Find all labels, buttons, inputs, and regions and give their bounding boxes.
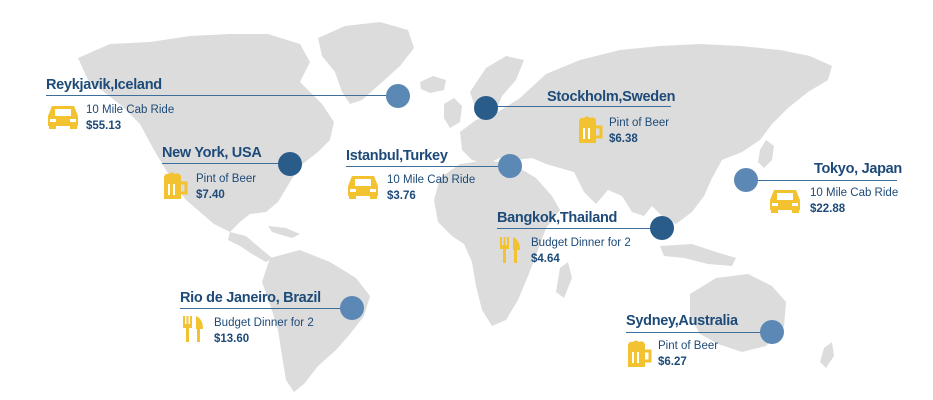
item-label-istanbul: 10 Mile Cab Ride [387,174,476,186]
car-icon [48,106,78,129]
leader-line-bangkok [497,228,661,229]
leader-line-tokyo [746,180,897,181]
landmass-north-america [78,34,334,232]
price-bangkok: $4.64 [531,253,560,265]
city-label-rio: Rio de Janeiro, Brazil [180,290,321,306]
car-icon [770,190,800,213]
price-new-york: $7.40 [196,189,225,201]
landmass-eurasia [460,44,832,224]
city-label-sydney: Sydney,Australia [626,313,738,329]
item-label-bangkok: Budget Dinner for 2 [531,237,631,249]
leader-line-reykjavik [46,95,398,96]
car-icon [348,176,378,199]
item-label-rio: Budget Dinner for 2 [214,317,314,329]
map-marker-reykjavik[interactable] [386,84,410,108]
landmass-japan [758,140,774,168]
map-marker-stockholm[interactable] [474,96,498,120]
city-label-reykjavik: Reykjavik,Iceland [46,77,162,93]
landmass-central-america [228,232,272,262]
price-tokyo: $22.88 [810,203,846,215]
city-label-stockholm: Stockholm,Sweden [547,89,676,105]
map-marker-rio[interactable] [340,296,364,320]
beer-icon [164,172,188,199]
price-reykjavik: $55.13 [86,120,122,132]
leader-line-rio [180,308,352,309]
leader-line-istanbul [346,166,510,167]
beer-icon [628,340,652,367]
price-stockholm: $6.38 [609,133,638,145]
beer-icon [579,116,603,143]
map-marker-tokyo[interactable] [734,168,758,192]
leader-line-stockholm [486,106,671,107]
item-label-tokyo: 10 Mile Cab Ride [810,187,899,199]
item-label-sydney: Pint of Beer [658,340,719,352]
leader-line-new-york [162,163,290,164]
landmass-caribbean [268,226,300,238]
city-label-bangkok: Bangkok,Thailand [497,210,618,226]
map-marker-istanbul[interactable] [498,154,522,178]
landmass-greenland [318,22,414,104]
item-label-reykjavik: 10 Mile Cab Ride [86,104,175,116]
leader-line-sydney [626,332,772,333]
landmass-south-america [262,250,370,392]
fork-knife-icon [500,237,520,263]
map-marker-new-york[interactable] [278,152,302,176]
price-sydney: $6.27 [658,356,687,368]
landmass-africa [434,160,560,326]
price-istanbul: $3.76 [387,190,416,202]
city-label-tokyo: Tokyo, Japan [814,161,902,177]
fork-knife-icon [183,316,203,342]
landmass-uk [444,98,462,128]
landmass-iceland [420,76,446,93]
map-marker-bangkok[interactable] [650,216,674,240]
item-label-stockholm: Pint of Beer [609,117,670,129]
city-label-new-york: New York, USA [162,145,262,161]
landmass-new-zealand [820,342,834,368]
map-marker-sydney[interactable] [760,320,784,344]
city-label-istanbul: Istanbul,Turkey [346,148,448,164]
price-rio: $13.60 [214,333,250,345]
landmass-indonesia [660,244,736,266]
landmass-madagascar [556,262,572,298]
item-label-new-york: Pint of Beer [196,173,257,185]
